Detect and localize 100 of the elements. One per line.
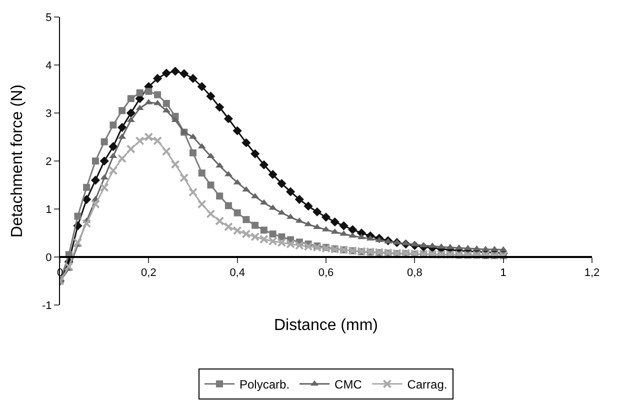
- point: [82, 194, 92, 204]
- point: [135, 136, 144, 146]
- point: [198, 170, 206, 176]
- point: [90, 200, 100, 209]
- point: [197, 200, 206, 209]
- legend-label: Polycarb.: [240, 378, 290, 392]
- point: [339, 221, 348, 230]
- point: [188, 188, 198, 197]
- point: [83, 184, 90, 191]
- point: [232, 126, 242, 136]
- y-tick-label: 4: [46, 60, 52, 72]
- point: [428, 242, 436, 248]
- point: [152, 74, 162, 83]
- point: [180, 173, 189, 182]
- point: [224, 222, 233, 232]
- point: [153, 136, 162, 146]
- point: [92, 158, 99, 164]
- point: [216, 162, 224, 168]
- point: [321, 212, 331, 222]
- point: [216, 192, 224, 200]
- point: [242, 216, 250, 224]
- point: [207, 182, 214, 188]
- point: [294, 194, 304, 204]
- point: [118, 107, 126, 114]
- point: [170, 66, 180, 76]
- y-tick-label: -1: [42, 300, 52, 312]
- point: [304, 220, 312, 226]
- point: [118, 154, 127, 164]
- point: [206, 209, 216, 218]
- x-tick-label: 1: [500, 266, 506, 279]
- point: [259, 160, 268, 170]
- x-tick-label: 0,8: [407, 266, 422, 279]
- point: [464, 244, 472, 250]
- point: [145, 88, 152, 95]
- point: [197, 82, 206, 92]
- point: [162, 146, 171, 156]
- point: [260, 199, 268, 205]
- x-tick-label: 0,2: [141, 266, 156, 279]
- point: [188, 74, 198, 83]
- point: [242, 186, 250, 192]
- point: [215, 216, 224, 226]
- x-axis-title: Distance (mm): [274, 317, 378, 334]
- point: [269, 230, 276, 238]
- point: [242, 138, 251, 148]
- point: [162, 68, 171, 78]
- x-tick-label: 0,6: [318, 266, 334, 279]
- x-tick-label: 0,4: [230, 266, 245, 279]
- point: [118, 122, 127, 132]
- point: [126, 108, 136, 118]
- y-tick-label: 1: [46, 204, 52, 216]
- point: [190, 149, 196, 156]
- point: [278, 209, 286, 215]
- point: [110, 122, 117, 128]
- legend-label: Carrag.: [407, 378, 448, 392]
- point: [180, 69, 189, 78]
- point: [100, 138, 108, 146]
- point: [340, 230, 348, 236]
- point: [304, 202, 313, 211]
- point: [268, 170, 278, 179]
- point: [206, 92, 216, 101]
- point: [100, 156, 109, 166]
- point: [100, 174, 108, 180]
- point: [252, 222, 259, 229]
- point: [348, 225, 358, 234]
- point: [330, 217, 340, 227]
- point: [286, 187, 296, 196]
- legend-label: CMC: [334, 378, 362, 392]
- point: [108, 142, 118, 152]
- point: [366, 235, 374, 241]
- point: [126, 144, 136, 154]
- point: [108, 166, 118, 176]
- point: [144, 132, 154, 142]
- point: [482, 246, 490, 252]
- point: [312, 207, 322, 216]
- y-tick-label: 5: [46, 12, 52, 24]
- point: [127, 95, 134, 102]
- point: [277, 179, 286, 188]
- y-tick-label: 3: [46, 108, 52, 120]
- point: [73, 238, 82, 248]
- point: [234, 209, 241, 216]
- point: [260, 226, 268, 234]
- x-tick-label: 1,2: [584, 266, 600, 279]
- point: [437, 243, 446, 249]
- y-tick-label: 2: [46, 156, 52, 168]
- point: [144, 98, 153, 104]
- point: [215, 102, 224, 112]
- point: [64, 262, 74, 272]
- point: [90, 176, 100, 185]
- y-tick-label: 0: [46, 252, 52, 264]
- point: [499, 246, 508, 252]
- point: [162, 100, 170, 107]
- point: [74, 212, 82, 220]
- point: [170, 160, 180, 169]
- point: [472, 245, 481, 251]
- point: [136, 89, 144, 96]
- point: [224, 202, 232, 210]
- y-axis-title: Detachment force (N): [8, 84, 26, 238]
- point: [100, 182, 109, 192]
- point: [224, 114, 234, 124]
- point: [250, 149, 260, 158]
